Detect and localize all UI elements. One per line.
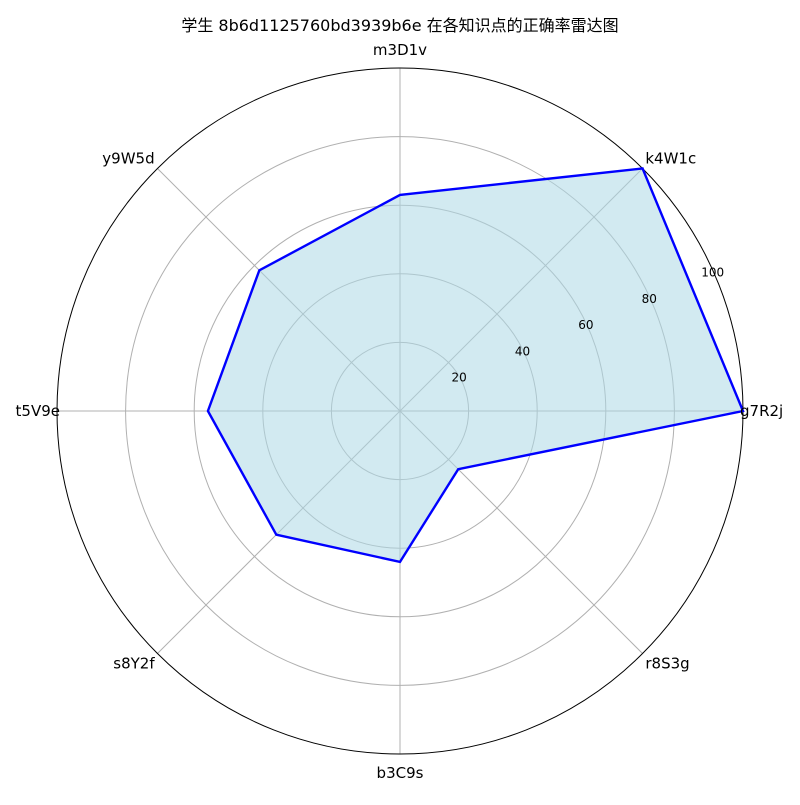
data-layer — [206, 167, 745, 564]
category-label-k4W1c: k4W1c — [645, 150, 696, 168]
category-label-t5V9e: t5V9e — [16, 402, 60, 420]
series-line — [206, 167, 745, 564]
category-label-s8Y2f: s8Y2f — [113, 654, 155, 672]
radial-tick-label: 80 — [642, 292, 657, 306]
category-label-m3D1v: m3D1v — [373, 41, 427, 59]
series-area — [207, 168, 744, 562]
category-label-y9W5d: y9W5d — [102, 150, 154, 168]
radial-tick-label: 100 — [701, 266, 724, 280]
chart-title: 学生 8b6d1125760bd3939b6e 在各知识点的正确率雷达图 — [181, 16, 618, 35]
radial-tick-label: 20 — [452, 371, 467, 385]
category-label-b3C9s: b3C9s — [377, 764, 424, 782]
radial-tick-label: 40 — [515, 344, 530, 358]
category-label-g7R2j: g7R2j — [740, 402, 783, 420]
category-label-r8S3g: r8S3g — [645, 654, 689, 672]
label-layer: 20 40 60 80 100 g7R2j k4W1c m3D1v y9W5d t5V9e s8Y2… — [16, 41, 784, 782]
radial-tick-label: 60 — [578, 318, 593, 332]
